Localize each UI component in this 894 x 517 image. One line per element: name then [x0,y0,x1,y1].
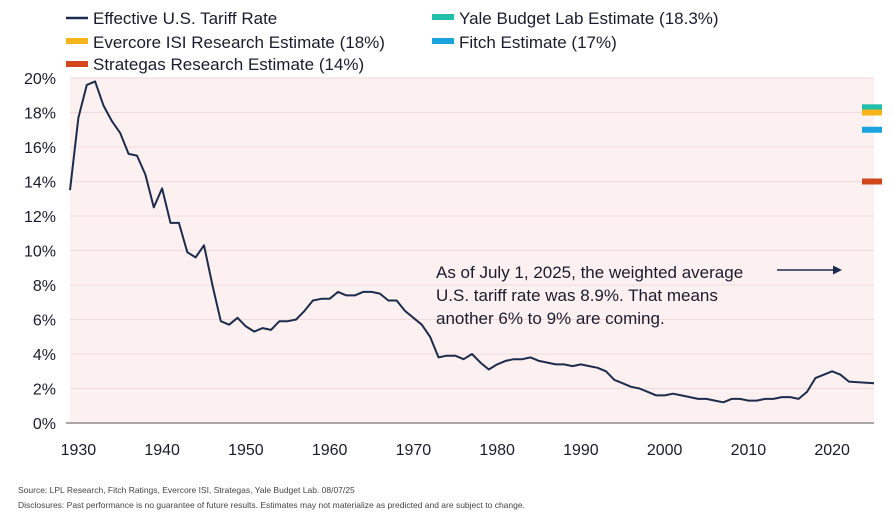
x-tick-label: 2010 [731,442,767,459]
y-tick-label: 16% [24,140,56,157]
disclosure-note: Disclosures: Past performance is no guar… [18,500,525,510]
y-tick-label: 18% [24,106,56,123]
annotation-line-2: U.S. tariff rate was 8.9%. That means [436,286,718,305]
legend-label-yale: Yale Budget Lab Estimate (18.3%) [459,9,719,28]
y-tick-label: 10% [24,244,56,261]
annotation-line-1: As of July 1, 2025, the weighted average [436,263,743,282]
estimate-marker [862,126,882,133]
annotation-line-3: another 6% to 9% are coming. [436,309,665,328]
legend-label-fitch: Fitch Estimate (17%) [459,33,617,52]
y-tick-label: 0% [33,416,56,433]
annotation: As of July 1, 2025, the weighted average… [436,263,842,328]
estimate-marker [862,109,882,116]
legend-swatch-evercore [66,38,88,44]
tariff-rate-chart: 0% 2% 4% 6% 8% 10% 12% 14% 16% 18% 20% 1930 1940 195… [24,9,882,459]
y-tick-label: 6% [33,313,56,330]
y-tick-labels: 0% 2% 4% 6% 8% 10% 12% 14% 16% 18% 20% [24,71,56,433]
x-tick-label: 1950 [228,442,264,459]
y-tick-label: 20% [24,71,56,88]
x-tick-label: 1990 [563,442,599,459]
legend-label-evercore: Evercore ISI Research Estimate (18%) [93,33,385,52]
legend-swatch-strategas [66,61,88,67]
y-tick-label: 2% [33,382,56,399]
source-note: Source: LPL Research, Fitch Ratings, Eve… [18,485,355,495]
estimate-marker [862,178,882,185]
y-tick-label: 4% [33,347,56,364]
x-tick-label: 1930 [61,442,97,459]
estimate-markers [862,104,882,185]
x-tick-label: 1980 [479,442,515,459]
legend-swatch-yale [432,14,454,20]
annotation-arrowhead [833,265,842,275]
x-tick-label: 1940 [144,442,180,459]
x-tick-labels: 1930 1940 1950 1960 1970 1980 1990 2000 2010 2020 [61,442,850,459]
x-tick-label: 2020 [814,442,850,459]
estimate-marker [862,104,882,111]
legend: Effective U.S. Tariff Rate Yale Budget L… [66,9,719,74]
x-tick-label: 1960 [312,442,348,459]
x-tick-label: 2000 [647,442,683,459]
effective-tariff-rate-line [69,80,875,404]
x-tick-label: 1970 [396,442,432,459]
y-tick-label: 12% [24,209,56,226]
legend-label-effective-rate: Effective U.S. Tariff Rate [93,9,277,28]
y-tick-label: 8% [33,278,56,295]
legend-label-strategas: Strategas Research Estimate (14%) [93,55,364,74]
y-tick-label: 14% [24,175,56,192]
legend-swatch-fitch [432,38,454,44]
